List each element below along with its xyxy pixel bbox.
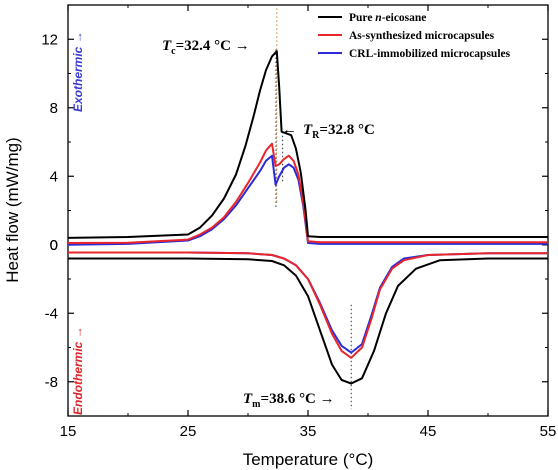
annotation-tm: Tm=38.6 °C → <box>243 391 335 410</box>
series-line-1 <box>67 142 548 244</box>
legend-label-crl: CRL-immobilized microcapsules <box>349 48 511 60</box>
y-tick-label: 8 <box>50 100 58 117</box>
y-tick-label: 12 <box>41 31 58 48</box>
y-tick-label: -4 <box>45 305 58 322</box>
x-tick-label: 55 <box>540 423 557 440</box>
legend: Pure n-eicosane As-synthesized microcaps… <box>318 12 511 60</box>
annotation-tr: ← TR=32.8 °C <box>282 122 375 141</box>
y-tick-label-zero: 0 <box>50 237 58 254</box>
legend-label-pure: Pure n-eicosane <box>349 12 426 24</box>
exothermic-label: Exothermic → <box>71 31 85 112</box>
x-tick-label: 25 <box>180 423 197 440</box>
annotation-tc: Tc=32.4 °C → <box>162 38 250 57</box>
x-tick-label: 15 <box>60 423 77 440</box>
endothermic-label: Endothermic → <box>71 326 85 415</box>
x-axis-title: Temperature (°C) <box>243 450 374 469</box>
plot-frame <box>67 4 549 417</box>
y-tick-label: -8 <box>45 374 58 391</box>
legend-label-as-synthesized: As-synthesized microcapsules <box>349 30 495 42</box>
series-line-3 <box>68 257 548 385</box>
y-axis-title: Heat flow (mW/mg) <box>3 137 22 282</box>
series-line-4 <box>68 251 548 359</box>
series-line-0 <box>67 50 548 239</box>
x-tick-label: 45 <box>420 423 437 440</box>
series-layer <box>67 50 548 385</box>
x-tick-label: 35 <box>300 423 317 440</box>
y-tick-label: 0 <box>50 237 58 254</box>
y-tick-label: 4 <box>50 168 58 185</box>
series-line-5 <box>68 251 548 354</box>
